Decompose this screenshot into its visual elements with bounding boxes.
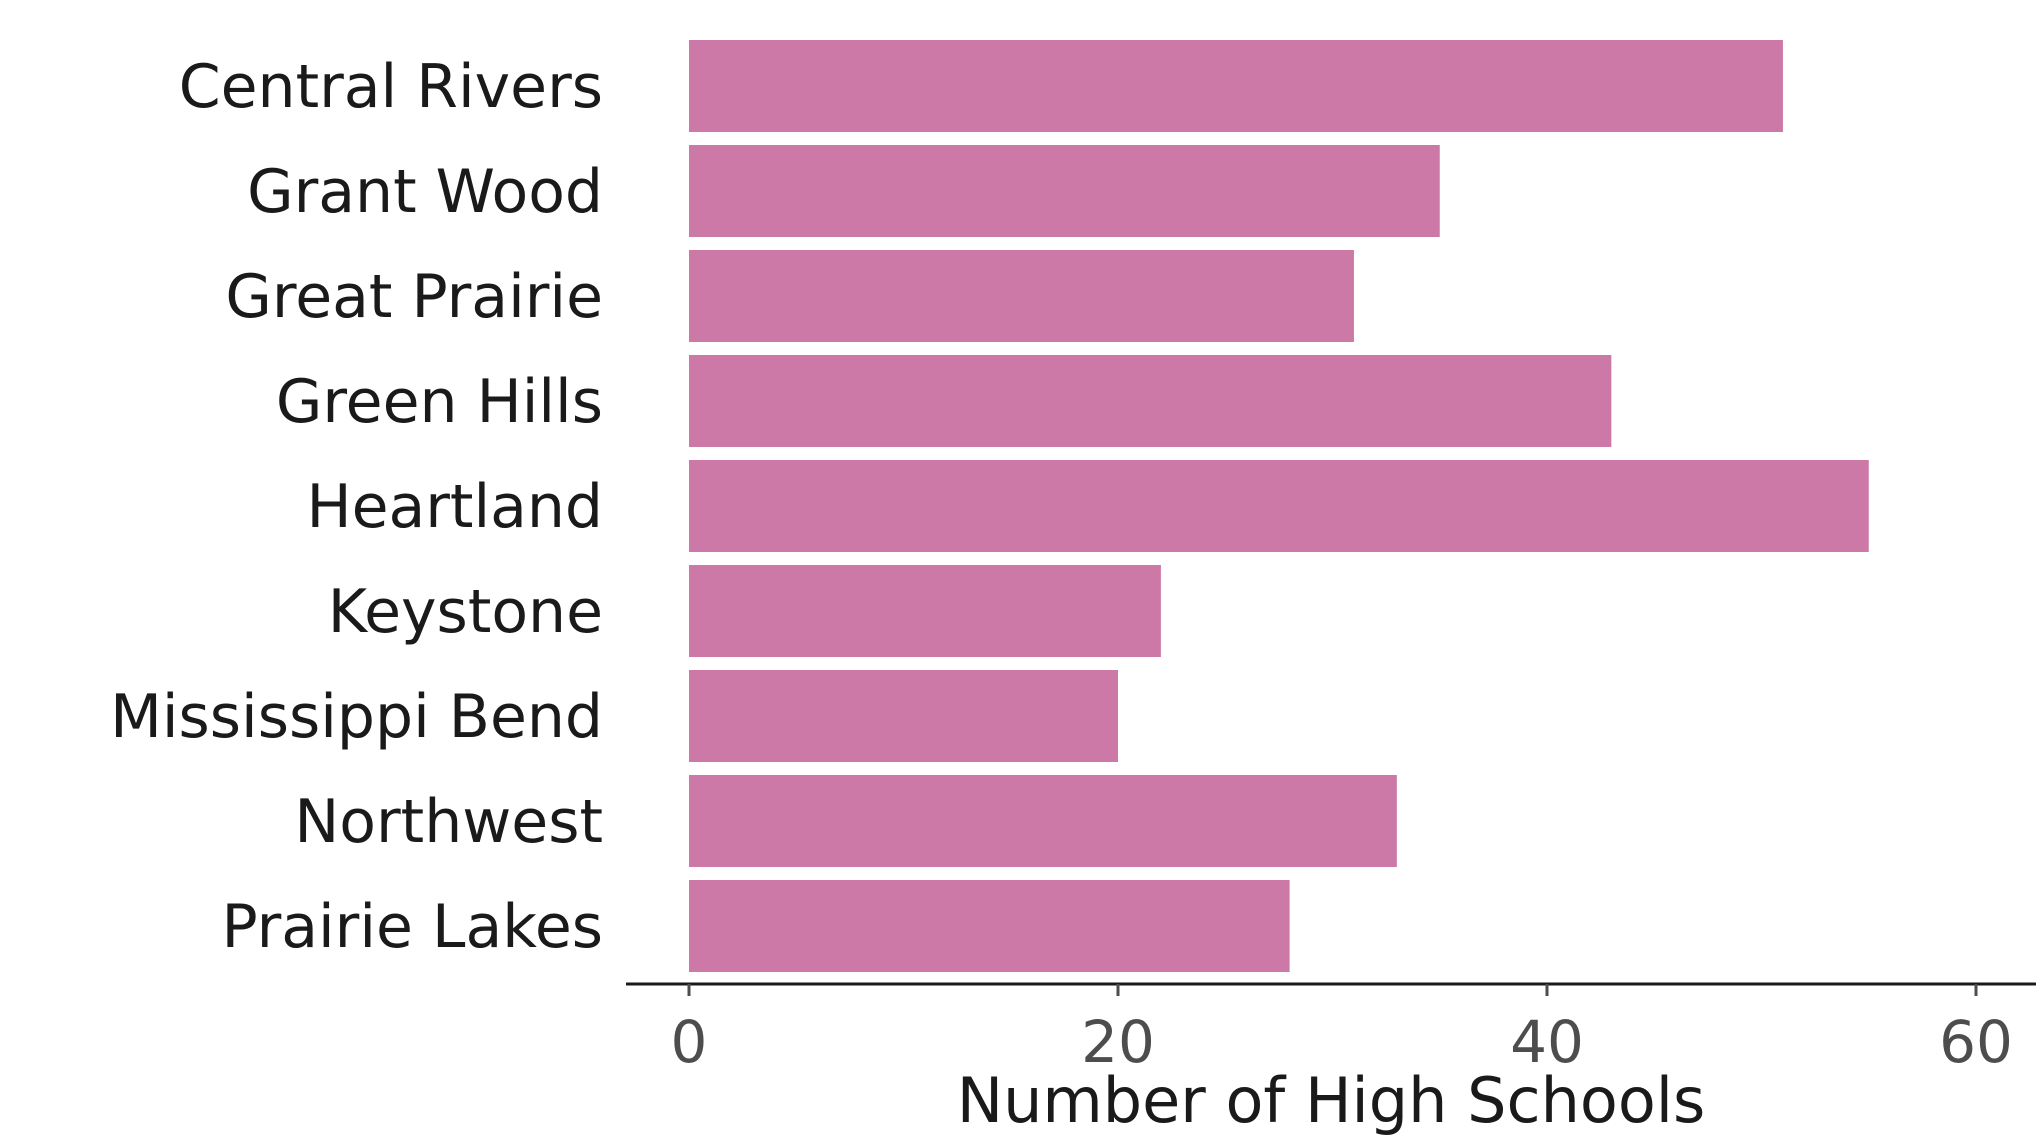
category-label-keystone: Keystone — [328, 577, 603, 647]
category-label-prairie-lakes: Prairie Lakes — [221, 892, 603, 962]
category-label-northwest: Northwest — [294, 787, 603, 857]
category-label-great-prairie: Great Prairie — [225, 262, 603, 332]
bar-northwest — [689, 775, 1397, 867]
category-label-central-rivers: Central Rivers — [179, 52, 603, 122]
bar-great-prairie — [689, 250, 1354, 342]
bar-green-hills — [689, 355, 1612, 447]
bar-central-rivers — [689, 40, 1783, 132]
x-tick-label-20: 20 — [1081, 1008, 1155, 1076]
category-labels: Central Rivers Grant Wood Great Prairie Gre… — [110, 52, 603, 962]
bar-keystone — [689, 565, 1161, 657]
bar-prairie-lakes — [689, 880, 1290, 972]
category-label-mississippi-bend: Mississippi Bend — [110, 682, 603, 752]
x-tick-label-40: 40 — [1510, 1008, 1584, 1076]
bar-mississippi-bend — [689, 670, 1118, 762]
x-tick-label-0: 0 — [671, 1008, 708, 1076]
x-axis-title: Number of High Schools — [957, 1064, 1706, 1137]
category-label-green-hills: Green Hills — [276, 367, 603, 437]
bar-grant-wood — [689, 145, 1440, 237]
category-label-heartland: Heartland — [306, 472, 603, 542]
x-tick-label-60: 60 — [1939, 1008, 2013, 1076]
bar-heartland — [689, 460, 1869, 552]
category-label-grant-wood: Grant Wood — [247, 157, 603, 227]
bars-group — [689, 40, 1869, 972]
x-axis-ticks: 0 20 40 60 — [671, 984, 2013, 1076]
